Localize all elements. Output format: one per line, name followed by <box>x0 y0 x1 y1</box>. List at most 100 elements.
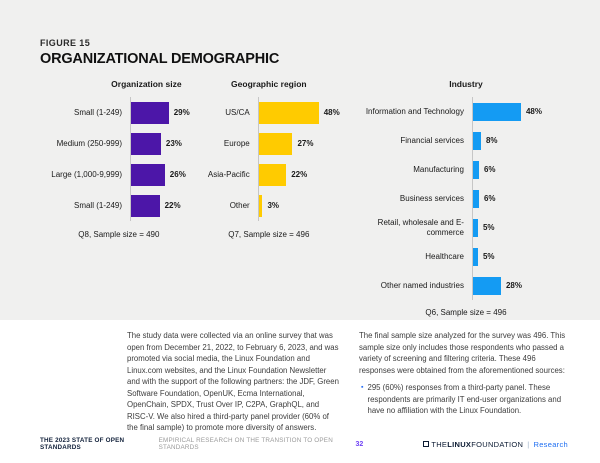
bar-track: 3% <box>257 190 340 221</box>
figure-eyebrow: FIGURE 15 <box>40 38 91 48</box>
logo-divider: | <box>527 439 530 449</box>
chart-bars: US/CA 48% Europe 27% Asia-Pacific 22% Other 3% <box>198 97 340 221</box>
bar <box>258 132 293 155</box>
bar-track: 23% <box>130 128 198 159</box>
bar-label: Financial services <box>400 135 464 145</box>
geographic-region-chart: Geographic region US/CA 48% Europe 27% Asia-… <box>198 79 340 317</box>
bar-label: Retail, wholesale and E-commerce <box>377 217 464 237</box>
organization-size-chart: Organization size Small (1-249) 29% Medium… <box>40 79 198 317</box>
chart-footnote: Q8, Sample size = 490 <box>78 230 160 239</box>
bar-row: Healthcare 5% <box>362 242 570 271</box>
bar-value: 3% <box>267 201 280 210</box>
bar-track: 26% <box>130 159 198 190</box>
bar-row: Medium (250-999) 23% <box>40 128 198 159</box>
bar-label: Medium (250-999) <box>56 138 122 148</box>
bar-value: 48% <box>525 107 542 116</box>
bar-label: Large (1,000-9,999) <box>51 169 122 179</box>
bar-row: US/CA 48% <box>198 97 340 128</box>
charts-row: Organization size Small (1-249) 29% Medium… <box>40 79 570 317</box>
bullet-square-icon: ▪ <box>361 384 364 392</box>
bar-track: 48% <box>471 97 570 126</box>
bar-value: 27% <box>297 139 314 148</box>
page-footer: THE 2023 STATE OF OPEN STANDARDS EMPIRIC… <box>40 437 568 451</box>
bar-label: Information and Technology <box>365 106 464 116</box>
logo-foundation: FOUNDATION <box>471 439 524 449</box>
linux-foundation-logo: THE LINUX FOUNDATION | Research <box>423 440 568 449</box>
footer-report-title: THE 2023 STATE OF OPEN STANDARDS <box>40 437 125 451</box>
industry-chart: Industry Information and Technology 48% Fi… <box>362 79 570 317</box>
linux-foundation-logo-icon <box>423 441 430 447</box>
bar-value: 48% <box>323 108 340 117</box>
bar-row: Large (1,000-9,999) 26% <box>40 159 198 190</box>
bar-value: 28% <box>505 281 522 290</box>
chart-title: Organization size <box>111 79 182 89</box>
body-text-section: The study data were collected via an onl… <box>127 330 572 434</box>
bar-row: Information and Technology 48% <box>362 97 570 126</box>
bar-row: Financial services 8% <box>362 126 570 155</box>
bar-row: Small (1-249) 22% <box>40 190 198 221</box>
bar <box>131 194 160 217</box>
bar <box>472 247 478 266</box>
bar <box>472 218 478 237</box>
bar-value: 6% <box>483 194 496 203</box>
chart-bars: Small (1-249) 29% Medium (250-999) 23% Large… <box>40 97 198 221</box>
bar-track: 5% <box>471 213 570 242</box>
chart-footnote: Q7, Sample size = 496 <box>228 230 310 239</box>
logo-the: THE <box>431 439 448 449</box>
bar-label: Other <box>229 200 250 210</box>
chart-title: Industry <box>449 79 483 89</box>
bar-row: Business services 6% <box>362 184 570 213</box>
bar-label: US/CA <box>225 107 250 117</box>
body-right-paragraph: The final sample size analyzed for the s… <box>359 331 566 375</box>
logo-linux: LINUX <box>447 439 472 449</box>
bullet-text: 295 (60%) responses from a third-party p… <box>367 383 562 416</box>
bar-value: 22% <box>164 201 181 210</box>
bar-value: 5% <box>482 252 495 261</box>
bar-track: 28% <box>471 271 570 300</box>
bar <box>472 189 479 208</box>
bar-row: Europe 27% <box>198 128 340 159</box>
bar-row: Small (1-249) 29% <box>40 97 198 128</box>
bar-value: 23% <box>165 139 182 148</box>
bar-track: 8% <box>471 126 570 155</box>
bar-value: 8% <box>485 136 498 145</box>
logo-research-label: Research <box>533 439 568 449</box>
bar <box>258 101 319 124</box>
bar-row: Manufacturing 6% <box>362 155 570 184</box>
bar-track: 5% <box>471 242 570 271</box>
bar-label: Europe <box>223 138 250 148</box>
bar <box>472 131 481 150</box>
bar <box>472 102 521 121</box>
footer-report-subtitle: EMPIRICAL RESEARCH ON THE TRANSITION TO … <box>158 437 333 451</box>
bar-value: 26% <box>169 170 186 179</box>
bar-track: 22% <box>257 159 340 190</box>
bar-value: 6% <box>483 165 496 174</box>
bar <box>472 276 501 295</box>
bar-row: Asia-Pacific 22% <box>198 159 340 190</box>
bar <box>131 101 169 124</box>
bar-label: Small (1-249) <box>73 200 122 210</box>
bar-row: Retail, wholesale and E-commerce 5% <box>362 213 570 242</box>
bar <box>258 163 287 186</box>
bar-value: 29% <box>173 108 190 117</box>
bar-track: 48% <box>257 97 340 128</box>
page-number: 32 <box>355 440 364 448</box>
chart-title: Geographic region <box>231 79 307 89</box>
chart-bars: Information and Technology 48% Financial s… <box>362 97 570 300</box>
bar-track: 29% <box>130 97 198 128</box>
bar-label: Manufacturing <box>413 164 464 174</box>
chart-footnote: Q6, Sample size = 496 <box>425 308 507 317</box>
bar-row: Other 3% <box>198 190 340 221</box>
bar-track: 6% <box>471 155 570 184</box>
bar-label: Other named industries <box>380 280 464 290</box>
bar-value: 5% <box>482 223 495 232</box>
bar-track: 6% <box>471 184 570 213</box>
bar <box>131 163 165 186</box>
body-right-column: The final sample size analyzed for the s… <box>359 330 571 434</box>
bar <box>131 132 161 155</box>
bar-row: Other named industries 28% <box>362 271 570 300</box>
bar-label: Small (1-249) <box>73 107 122 117</box>
bar-track: 22% <box>130 190 198 221</box>
bar <box>472 160 479 179</box>
